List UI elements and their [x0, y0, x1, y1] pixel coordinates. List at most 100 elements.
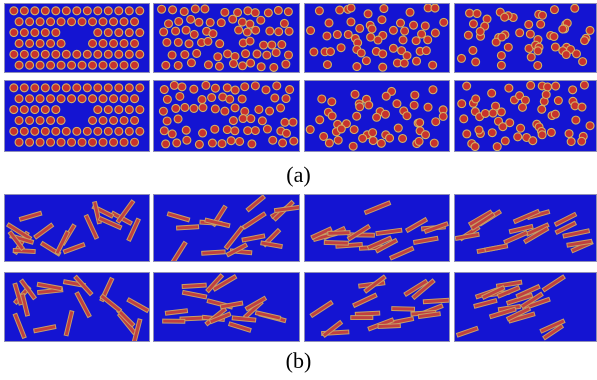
rod-particle [363, 200, 392, 216]
disk-particle [124, 6, 134, 16]
disk-particle [157, 4, 167, 14]
disk-particle [109, 94, 119, 104]
rod-particle [225, 242, 249, 258]
disk-particle [524, 19, 534, 30]
rod-panel-r1-c2 [153, 194, 300, 262]
disk-particle [566, 137, 576, 147]
disk-particle [332, 29, 342, 40]
disk-particle [553, 96, 563, 106]
disk-panel-r1-c1 [4, 3, 150, 73]
disk-particle [124, 49, 134, 59]
rod-particle [562, 228, 591, 239]
disk-particle [67, 17, 77, 27]
disk-particle [472, 9, 482, 19]
disk-particle [361, 56, 371, 66]
rod-particle [19, 278, 38, 301]
disk-particle [395, 18, 406, 28]
disk-particle [56, 38, 66, 48]
rod-particle [503, 230, 529, 245]
rod-particle [539, 318, 566, 334]
disk-particle [172, 138, 182, 148]
disk-particle [533, 46, 543, 56]
disk-particle [233, 8, 243, 18]
rod-particle [352, 292, 378, 309]
disk-particle [497, 32, 507, 42]
disk-particle [40, 49, 50, 59]
disk-particle [327, 97, 337, 107]
disk-particle [491, 37, 501, 47]
disk-particle [159, 126, 169, 136]
rod-particle [62, 241, 86, 255]
rod-particle [7, 230, 26, 252]
disk-particle [333, 135, 343, 145]
rod-particle [515, 283, 541, 299]
disk-particle [367, 24, 377, 34]
disk-particle [504, 83, 514, 93]
disk-particle [130, 115, 140, 125]
rod-particle [542, 323, 565, 341]
disk-particle [377, 15, 387, 25]
disk-particle [462, 129, 472, 139]
disk-particle [277, 39, 287, 50]
disk-particle [103, 6, 113, 16]
disk-particle [205, 17, 215, 27]
rod-particle [201, 249, 226, 256]
disk-particle [77, 60, 87, 70]
disk-particle [72, 126, 82, 136]
disk-panel-r1-c2 [153, 3, 300, 73]
disk-particle [537, 130, 547, 140]
disk-particle [119, 60, 129, 70]
disk-particle [246, 58, 256, 68]
disk-particle [241, 49, 251, 59]
rod-particle [74, 291, 92, 319]
rod-particle [520, 291, 544, 310]
rod-particle [131, 318, 143, 341]
rod-particle [12, 282, 24, 306]
disk-particle [420, 21, 430, 31]
disk-particle [51, 28, 61, 38]
disk-particle [119, 137, 129, 147]
disk-particle [240, 82, 250, 92]
disk-particle [487, 88, 497, 98]
disk-particle [230, 85, 240, 95]
disk-particle [468, 45, 478, 55]
disk-particle [246, 114, 256, 124]
disk-particle [210, 124, 220, 134]
disk-particle [210, 83, 220, 93]
disk-particle [67, 94, 77, 104]
disk-particle [30, 49, 40, 59]
disk-particle [558, 24, 568, 34]
disk-particle [207, 93, 217, 103]
disk-particle [114, 126, 124, 136]
disk-particle [317, 94, 327, 104]
rod-particle [181, 282, 207, 290]
disk-particle [585, 25, 595, 35]
disk-particle [35, 115, 45, 125]
disk-particle [72, 49, 82, 59]
disk-particle [159, 27, 169, 37]
disk-particle [103, 49, 113, 59]
disk-particle [270, 93, 280, 103]
disk-particle [109, 38, 119, 48]
disk-particle [372, 112, 382, 122]
disk-particle [181, 125, 191, 135]
rod-particle [126, 217, 141, 242]
disk-particle [281, 94, 291, 104]
disk-particle [203, 36, 213, 46]
disk-particle [77, 17, 87, 27]
disk-particle [35, 38, 45, 48]
disk-particle [281, 128, 292, 138]
disk-particle [56, 17, 66, 27]
disk-particle [158, 106, 168, 116]
disk-panel-r2-c4 [454, 80, 597, 152]
disk-particle [174, 16, 184, 27]
disk-particle [402, 111, 412, 121]
disk-particle [430, 28, 440, 38]
disk-particle [336, 43, 346, 53]
disk-particle [129, 17, 140, 27]
disk-particle [40, 28, 50, 38]
rod-particle [63, 309, 75, 337]
disk-particle [577, 136, 587, 146]
disk-particle [526, 81, 536, 90]
disk-particle [428, 60, 438, 70]
